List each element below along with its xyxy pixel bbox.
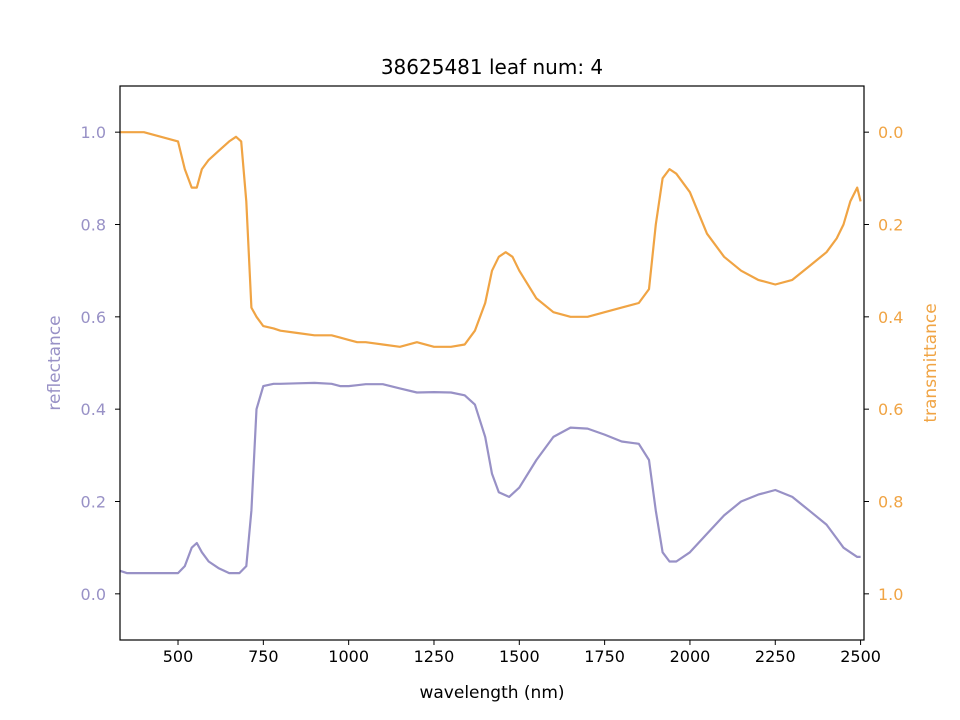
chart-title: 38625481 leaf num: 4: [381, 55, 603, 79]
right-tick-label: 0.6: [878, 400, 903, 419]
right-axis-ticks: 0.0 0.2 0.4 0.6 0.8 1.0: [864, 123, 903, 604]
right-tick-label: 0.4: [878, 308, 903, 327]
left-tick-label: 0.2: [81, 493, 106, 512]
x-tick-label: 1000: [328, 647, 369, 666]
right-tick-label: 0.8: [878, 493, 903, 512]
x-tick-label: 1250: [414, 647, 455, 666]
plot-layer: [119, 131, 862, 575]
x-axis-label: wavelength (nm): [419, 683, 564, 703]
left-tick-label: 1.0: [81, 123, 106, 142]
x-tick-label: 500: [163, 647, 194, 666]
x-tick-label: 1750: [584, 647, 625, 666]
left-tick-label: 0.0: [81, 585, 106, 604]
x-tick-label: 2000: [670, 647, 711, 666]
right-axis-label: transmittance: [921, 303, 941, 422]
right-tick-label: 1.0: [878, 585, 903, 604]
left-tick-label: 0.4: [81, 400, 106, 419]
left-axis-ticks: 0.0 0.2 0.4 0.6 0.8 1.0: [81, 123, 120, 604]
left-axis-label: reflectance: [45, 315, 65, 410]
transmittance-line: [120, 131, 862, 348]
left-tick-label: 0.6: [81, 308, 106, 327]
reflectance-line: [119, 381, 861, 575]
x-tick-label: 1500: [499, 647, 540, 666]
x-tick-label: 750: [248, 647, 279, 666]
x-tick-label: 2500: [840, 647, 881, 666]
x-axis-ticks: 500 750 1000 1250 1500 1750 2000 2250 2500: [163, 640, 881, 666]
plot-frame: [119, 85, 865, 641]
right-tick-label: 0.2: [878, 216, 903, 235]
left-tick-label: 0.8: [81, 216, 106, 235]
x-tick-label: 2250: [755, 647, 796, 666]
right-tick-label: 0.0: [878, 123, 903, 142]
